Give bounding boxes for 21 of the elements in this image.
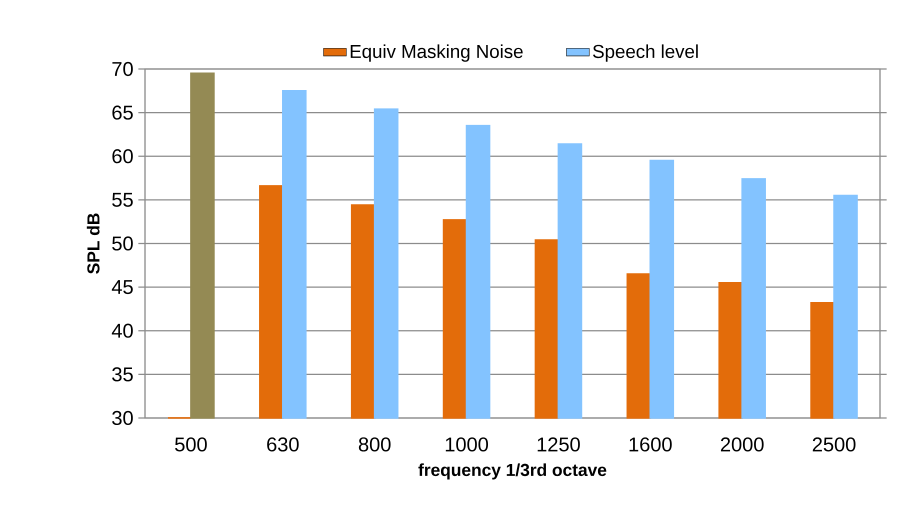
y-tick-label: 45 (112, 280, 133, 294)
x-tick-label: 2500 (812, 437, 856, 452)
y-tick-label: 40 (112, 324, 133, 338)
y-tick-label: 35 (112, 367, 133, 382)
x-tick-label: 1600 (630, 437, 672, 452)
x-tick-label: 630 (267, 437, 299, 452)
y-tick-label: 30 (112, 410, 133, 426)
y-tick-label: 50 (112, 236, 133, 251)
x-tick-label: 500 (175, 437, 207, 452)
y-tick-label: 65 (112, 106, 133, 120)
x-tick-label: 2000 (720, 437, 764, 452)
legend-label: Speech level (593, 44, 698, 62)
legend-label: Equiv Masking Noise (350, 44, 523, 62)
y-tick-label: 70 (112, 62, 133, 76)
x-tick-label: 1000 (446, 437, 488, 452)
y-tick-label: 60 (112, 149, 133, 164)
x-tick-label: 800 (358, 437, 391, 452)
y-tick-label: 55 (112, 192, 133, 207)
x-axis-title: frequency 1/3rd octave (418, 463, 606, 480)
y-axis-title: SPL dB (86, 213, 100, 274)
x-tick-label: 1250 (538, 437, 580, 452)
